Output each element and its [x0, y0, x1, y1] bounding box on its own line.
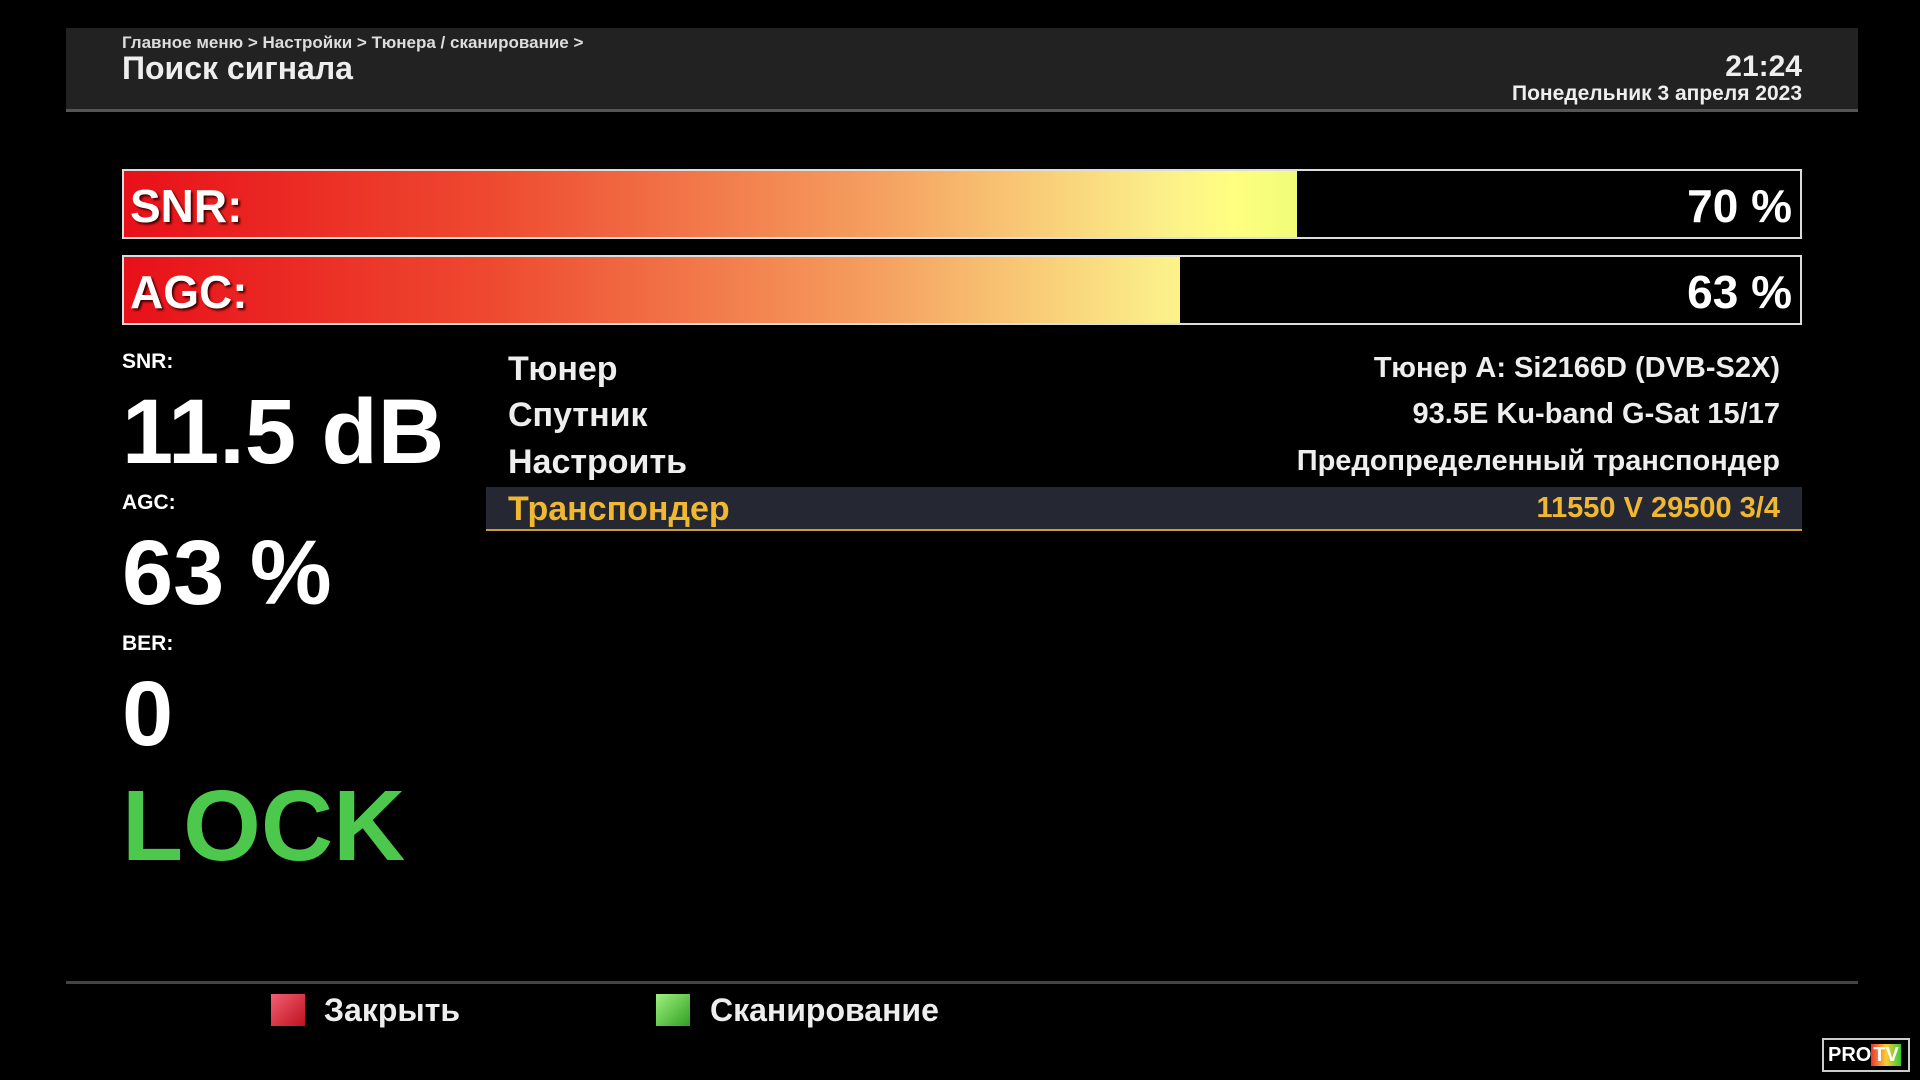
- agc-bar-value: 63 %: [1687, 266, 1792, 318]
- protv-logo: PRO TV: [1822, 1038, 1910, 1072]
- close-button[interactable]: Закрыть: [324, 992, 461, 1028]
- agc-bar: AGC: 63 %: [122, 255, 1802, 325]
- setting-row-tune[interactable]: Настроить Предопределенный транспондер: [486, 440, 1802, 484]
- setting-value: 11550 V 29500 3/4: [1536, 492, 1780, 524]
- setting-row-satellite[interactable]: Спутник 93.5E Ku-band G-Sat 15/17: [486, 393, 1802, 437]
- clock: 21:24: [1725, 50, 1802, 83]
- setting-row-transponder[interactable]: Транспондер 11550 V 29500 3/4: [486, 487, 1802, 531]
- lock-status: LOCK: [122, 770, 406, 882]
- footer-divider: [66, 981, 1858, 984]
- snr-bar: SNR: 70 %: [122, 169, 1802, 239]
- red-key-icon: [271, 994, 305, 1026]
- setting-value: 93.5E Ku-band G-Sat 15/17: [1412, 398, 1780, 430]
- setting-label: Спутник: [508, 396, 648, 434]
- agc-value: 63 %: [122, 522, 332, 624]
- page-title: Поиск сигнала: [122, 50, 353, 86]
- agc-label: AGC:: [122, 491, 176, 514]
- agc-bar-label: AGC:: [130, 266, 248, 318]
- setting-row-tuner[interactable]: Тюнер Тюнер A: Si2166D (DVB-S2X): [486, 347, 1802, 391]
- setting-label: Тюнер: [508, 350, 618, 388]
- date: Понедельник 3 апреля 2023: [1511, 82, 1802, 105]
- setting-value: Тюнер A: Si2166D (DVB-S2X): [1373, 352, 1780, 384]
- setting-label: Настроить: [508, 443, 688, 481]
- snr-value: 11.5 dB: [122, 381, 445, 483]
- snr-bar-label: SNR:: [130, 180, 243, 232]
- snr-label: SNR:: [122, 350, 174, 373]
- agc-bar-fill: [124, 257, 1180, 323]
- setting-label: Транспондер: [508, 490, 730, 528]
- snr-bar-value: 70 %: [1687, 180, 1792, 232]
- green-key-icon: [656, 994, 690, 1026]
- snr-bar-fill: [124, 171, 1298, 237]
- ber-label: BER:: [122, 632, 174, 655]
- ber-value: 0: [122, 663, 174, 765]
- header: Главное меню > Настройки > Тюнера / скан…: [66, 28, 1858, 112]
- breadcrumb: Главное меню > Настройки > Тюнера / скан…: [122, 33, 584, 52]
- setting-value: Предопределенный транспондер: [1296, 445, 1780, 477]
- scan-button[interactable]: Сканирование: [710, 992, 939, 1028]
